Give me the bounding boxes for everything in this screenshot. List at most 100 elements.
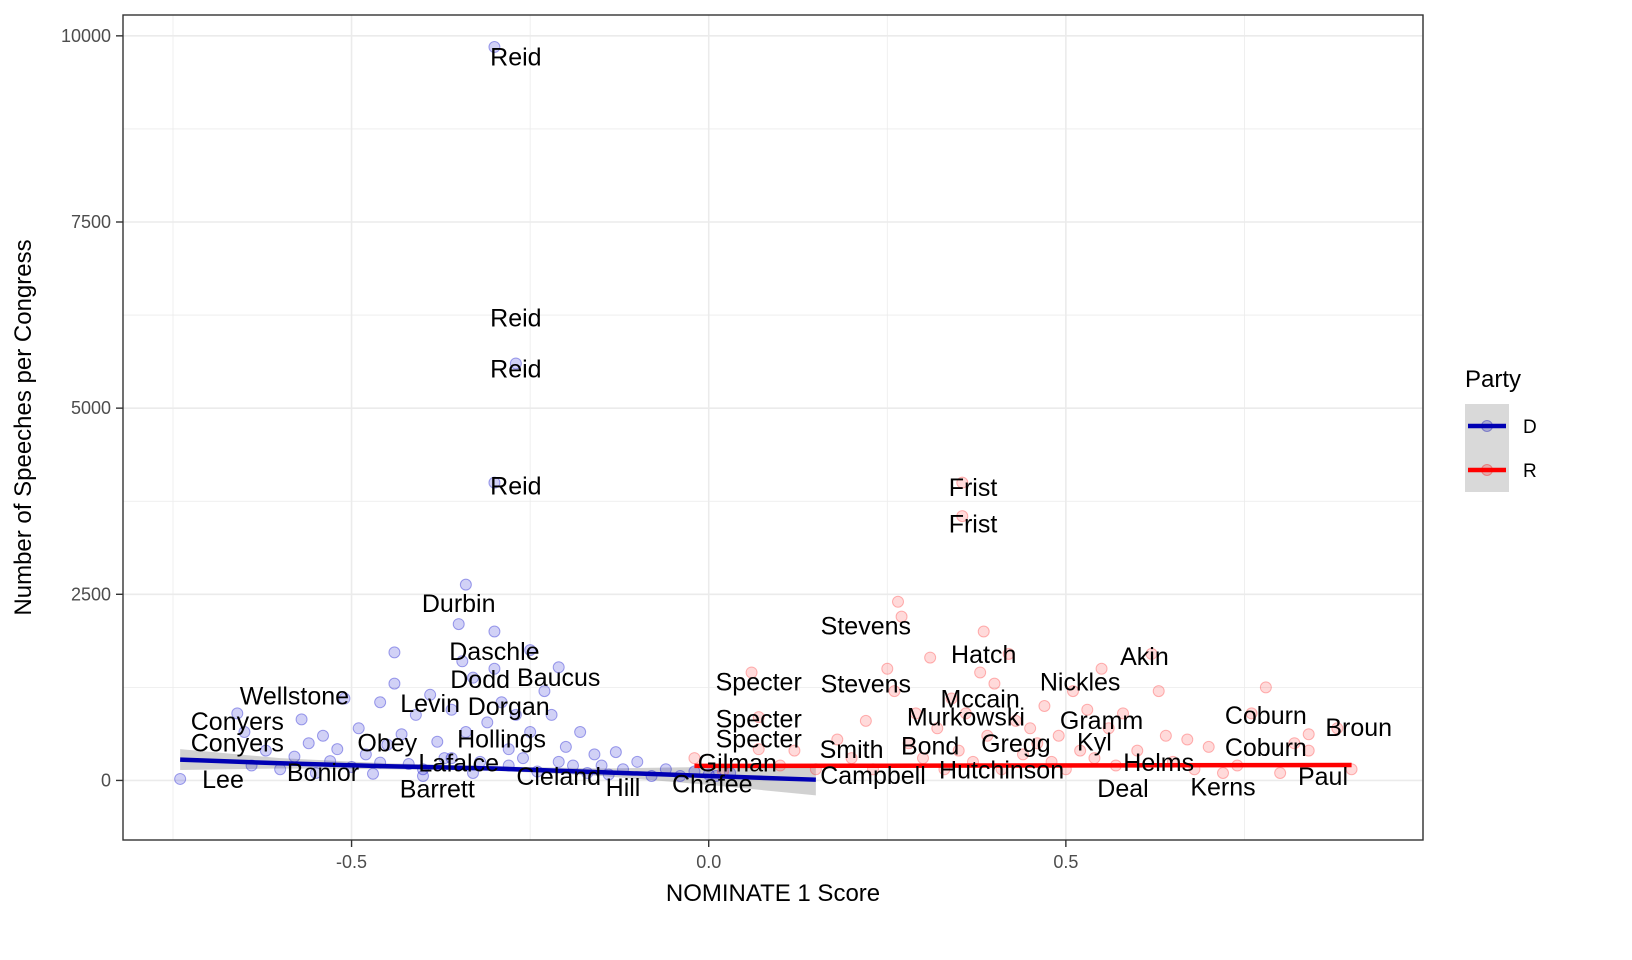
data-point-D <box>488 41 501 54</box>
data-point-D <box>317 729 329 742</box>
data-point-D <box>574 726 587 739</box>
data-point-D <box>424 688 437 701</box>
y-axis-title: Number of Speeches per Congress <box>10 239 37 615</box>
data-point-D <box>502 743 515 756</box>
point-label: Levin <box>400 690 460 718</box>
data-point-D <box>488 476 501 489</box>
data-point-R <box>1159 729 1172 742</box>
point-label: Kerns <box>1190 773 1255 801</box>
data-point-R <box>988 677 1001 690</box>
data-point-D <box>631 755 644 768</box>
point-label: Dodd <box>450 666 510 694</box>
point-label: Hollings <box>457 726 546 754</box>
data-point-R <box>952 744 965 757</box>
point-label: Coburn <box>1225 702 1307 730</box>
y-axis: 0 2500 5000 7500 10000 <box>61 26 123 790</box>
data-point-D <box>395 728 408 741</box>
point-label: Murkowski <box>907 703 1025 731</box>
data-point-R <box>881 662 894 675</box>
data-point-D <box>295 713 308 726</box>
data-point-R <box>945 692 958 705</box>
data-point-R <box>1038 699 1051 712</box>
data-point-R <box>1288 737 1301 750</box>
point-label: Wellstone <box>240 683 349 711</box>
data-point-R <box>1002 647 1015 660</box>
data-point-R <box>752 711 765 724</box>
point-label: Mccain <box>941 686 1020 714</box>
data-point-D <box>445 703 458 716</box>
data-point-D <box>552 661 565 674</box>
point-label: Bonior <box>287 759 359 787</box>
data-point-R <box>1024 722 1037 735</box>
point-label: Nickles <box>1040 668 1121 696</box>
point-label: Lee <box>202 766 244 794</box>
point-label: Specter <box>716 706 802 734</box>
point-label: Reid <box>490 356 541 384</box>
data-point-R <box>1102 722 1115 735</box>
data-point-D <box>374 696 387 709</box>
point-label: Bond <box>901 732 959 760</box>
data-point-D <box>417 769 429 782</box>
y-tick-label: 5000 <box>71 398 111 418</box>
data-point-R <box>909 707 922 720</box>
data-point-R <box>1052 729 1065 742</box>
data-point-R <box>1145 647 1158 660</box>
point-label: Daschle <box>449 638 539 666</box>
data-point-D <box>495 696 508 709</box>
data-point-R <box>1074 744 1087 757</box>
data-point-R <box>892 595 904 608</box>
data-point-R <box>688 752 701 765</box>
legend-label: D <box>1523 417 1537 438</box>
point-label: Helms <box>1123 749 1194 777</box>
data-point-R <box>902 737 915 750</box>
data-point-R <box>1117 707 1129 720</box>
data-point-R <box>895 610 908 623</box>
data-point-R <box>1081 703 1094 716</box>
data-point-D <box>302 737 315 750</box>
x-axis: -0.5 0.0 0.5 <box>336 840 1078 872</box>
point-label: Frist <box>949 474 998 502</box>
data-point-D <box>338 692 351 705</box>
point-label: Stevens <box>821 671 911 699</box>
data-point-D <box>456 655 469 668</box>
data-point-R <box>888 685 901 698</box>
y-tick-label: 2500 <box>71 584 111 604</box>
data-point-R <box>974 666 987 679</box>
data-point-D <box>552 755 565 768</box>
x-tick-label: 0.5 <box>1053 852 1078 872</box>
y-tick-label: 10000 <box>61 26 111 46</box>
data-point-R <box>1274 766 1287 779</box>
data-point-D <box>459 726 472 739</box>
point-label: Gramm <box>1060 707 1143 735</box>
data-point-D <box>381 738 394 751</box>
data-point-R <box>1067 685 1079 698</box>
point-label: Conyers <box>191 729 284 757</box>
data-point-R <box>1031 737 1044 750</box>
data-point-D <box>352 722 365 735</box>
point-label: Gilman <box>698 750 777 778</box>
data-point-D <box>238 726 251 739</box>
point-label: Hatch <box>951 641 1016 669</box>
point-label: Reid <box>490 473 541 501</box>
point-label: Lafalce <box>418 750 499 778</box>
data-point-D <box>524 644 537 657</box>
data-point-D <box>331 743 344 756</box>
trend-lines <box>180 757 1352 782</box>
point-label: Hill <box>606 774 641 802</box>
point-label: Reid <box>490 304 541 332</box>
data-point-D <box>388 646 401 659</box>
data-point-R <box>831 733 844 746</box>
data-point-R <box>1017 748 1029 761</box>
point-label: Obey <box>357 729 417 757</box>
data-point-D <box>309 766 322 779</box>
data-point-R <box>924 651 937 664</box>
point-label: Coburn <box>1225 734 1307 762</box>
data-point-R <box>1217 766 1229 779</box>
point-label: Paul <box>1298 763 1348 791</box>
point-label: Frist <box>949 511 998 539</box>
data-point-R <box>1009 714 1022 727</box>
data-point-R <box>959 707 972 720</box>
point-label: Akin <box>1120 643 1169 671</box>
